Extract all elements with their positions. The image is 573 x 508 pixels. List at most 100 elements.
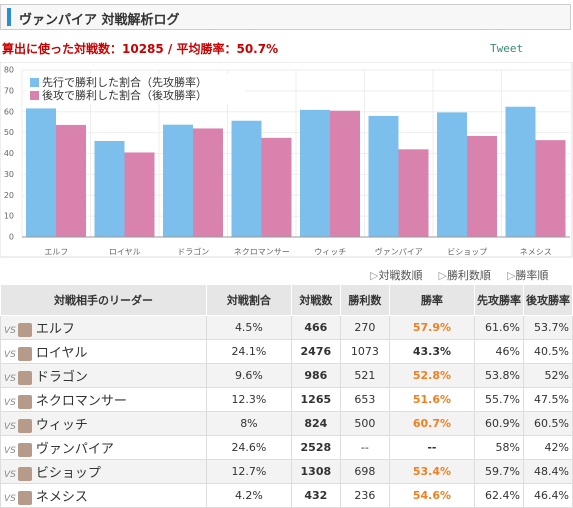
table-cell: 54.6% [388, 483, 476, 508]
leader-icon [17, 418, 32, 433]
table-cell: 466 [290, 315, 341, 340]
column-header: 後攻勝率 [523, 284, 573, 316]
table-cell: 57.9% [388, 315, 476, 340]
y-tick-label: 60 [4, 107, 14, 116]
table-cell: VS ドラゴン [0, 363, 207, 388]
table-cell: -- [339, 435, 390, 460]
y-tick-label: 20 [4, 191, 14, 200]
y-tick-label: 30 [4, 170, 14, 179]
bar [231, 120, 262, 237]
bar [300, 109, 330, 237]
table-cell: 1073 [339, 339, 390, 364]
column-header: 勝利数 [339, 284, 390, 316]
leader-icon [17, 346, 32, 361]
bar [163, 124, 193, 237]
table-cell: 46.4% [523, 483, 573, 508]
leader-icon [17, 490, 32, 505]
table-cell: 824 [290, 411, 341, 436]
table-cell: VS ヴァンパイア [0, 435, 207, 460]
table-cell: 47.5% [523, 387, 573, 412]
table-cell: 60.9% [474, 411, 524, 436]
table-row: VS ネメシス 4.2% 432 236 54.6% 62.4% 46.4% [0, 483, 573, 508]
bar [505, 106, 536, 237]
summary: 算出に使った対戦数：10285 / 平均勝率：50.7% [2, 42, 279, 56]
table-cell: 986 [290, 363, 341, 388]
leader-name: ヴァンパイア [35, 442, 114, 457]
leader-icon [17, 394, 32, 409]
bar [467, 135, 497, 237]
bar [124, 152, 155, 237]
table-cell: 270 [339, 315, 390, 340]
table-cell: 4.5% [206, 315, 292, 340]
table-cell: 1265 [290, 387, 341, 412]
tweet-link[interactable]: Tweet [490, 42, 524, 55]
y-tick-label: 0 [9, 233, 14, 242]
leader-name: ビショップ [35, 466, 101, 481]
table-cell: VS ネメシス [0, 483, 207, 508]
sort-link[interactable]: 勝率順 [507, 267, 548, 283]
table-cell: 61.6% [474, 315, 524, 340]
table-cell: 62.4% [474, 483, 524, 508]
table-row: VS ウィッチ 8% 824 500 60.7% 60.9% 60.5% [0, 411, 573, 436]
table-cell: 52.8% [388, 363, 476, 388]
table-cell: 9.6% [206, 363, 292, 388]
chart: 0 10 20 30 40 50 60 70 80 エルフ ロイヤル ドラゴン ネクロマンサー ウィッチ ヴ… [0, 62, 573, 258]
table-cell: 500 [339, 411, 390, 436]
vs-label: VS [4, 398, 16, 408]
sort-link[interactable]: 対戦数順 [370, 267, 422, 283]
table-row: VS エルフ 4.5% 466 270 57.9% 61.6% 53.7% [0, 315, 573, 340]
vs-label: VS [4, 470, 16, 480]
x-tick-label: ビショップ [447, 248, 487, 257]
y-tick-label: 10 [4, 212, 14, 221]
vs-label: VS [4, 374, 16, 384]
table-cell: 53.4% [388, 459, 476, 484]
x-tick-label: エルフ [44, 248, 68, 257]
leader-icon [17, 466, 32, 481]
table-row: VS ドラゴン 9.6% 986 521 52.8% 53.8% 52% [0, 363, 573, 388]
legend-label: 後攻で勝利した割合（後攻勝率） [42, 88, 207, 102]
table-cell: 24.6% [206, 435, 292, 460]
x-tick-label: ドラゴン [177, 247, 209, 257]
sort-links: 対戦数順 勝利数順 勝率順 [370, 267, 548, 283]
leader-name: ウィッチ [35, 418, 88, 433]
y-tick-label: 80 [4, 66, 14, 75]
vs-label: VS [4, 422, 16, 432]
vs-label: VS [4, 326, 16, 336]
table-cell: 53.8% [474, 363, 524, 388]
bar [398, 149, 429, 237]
page-title: ヴァンパイア 対戦解析ログ [19, 13, 180, 28]
leader-name: エルフ [35, 322, 75, 337]
column-header: 勝率 [388, 284, 476, 316]
table-cell: 48.4% [523, 459, 573, 484]
legend-swatch [30, 78, 39, 87]
y-tick-label: 40 [4, 149, 14, 158]
sort-link[interactable]: 勝利数順 [438, 267, 491, 283]
table-row: VS ネクロマンサー 12.3% 1265 653 51.6% 55.7% 47.5% [0, 387, 573, 412]
table-cell: 52% [523, 363, 573, 388]
table-cell: 12.7% [206, 459, 292, 484]
leader-icon [17, 322, 32, 337]
table-cell: 698 [339, 459, 390, 484]
table-cell: 653 [339, 387, 390, 412]
table-cell: VS エルフ [0, 315, 207, 340]
table-cell: VS ロイヤル [0, 339, 207, 364]
table-cell: 40.5% [523, 339, 573, 364]
table-cell: VS ビショップ [0, 459, 207, 484]
table-cell: 43.3% [388, 339, 476, 364]
bar [368, 115, 399, 237]
table-cell: 8% [206, 411, 292, 436]
x-tick-label: ネメシス [520, 248, 552, 257]
x-tick-label: ロイヤル [109, 248, 141, 257]
y-tick-label: 50 [4, 128, 14, 137]
bar [26, 108, 56, 237]
table-cell: 60.7% [388, 411, 476, 436]
table-cell: 432 [290, 483, 341, 508]
leader-name: ネメシス [35, 490, 88, 505]
table-cell: VS ネクロマンサー [0, 387, 207, 412]
table-cell: VS ウィッチ [0, 411, 207, 436]
table-cell: 51.6% [388, 387, 476, 412]
bar [56, 124, 86, 237]
column-header: 対戦数 [290, 284, 341, 316]
leader-name: ネクロマンサー [35, 394, 127, 409]
leader-icon [17, 370, 32, 385]
